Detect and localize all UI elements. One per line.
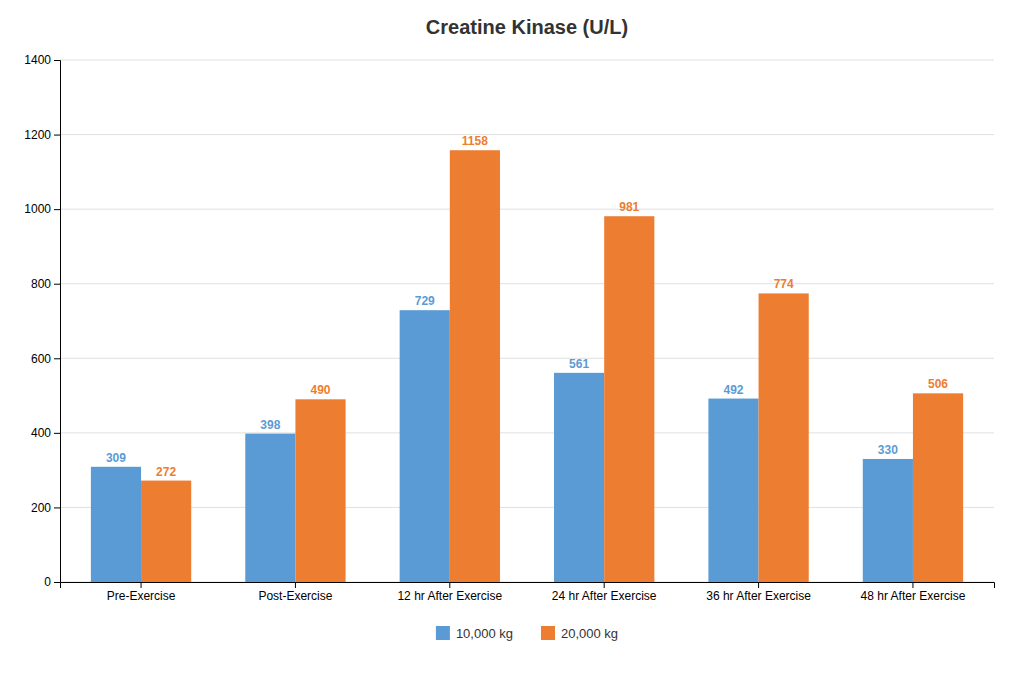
axis-line <box>61 583 995 589</box>
legend-swatch <box>436 626 450 640</box>
legend-item: 10,000 kg <box>436 626 513 641</box>
legend: 10,000 kg 20,000 kg <box>436 626 618 641</box>
tick-mark <box>449 582 450 588</box>
chart: 0 200 400 600 800 1000 1200 1400 Pre-Exercise Pos… <box>0 0 1024 682</box>
grid-line <box>60 283 994 284</box>
legend-swatch <box>541 626 555 640</box>
tick-label: 36 hr After Exercise <box>706 589 811 603</box>
tick-label: 600 <box>31 352 51 366</box>
tick-mark <box>54 433 60 434</box>
tick: 48 hr After Exercise <box>861 582 966 603</box>
tick-label: 800 <box>31 277 51 291</box>
grid-line <box>60 432 994 433</box>
tick-mark <box>54 209 60 210</box>
tick: 1400 <box>24 53 60 67</box>
tick-label: 1000 <box>24 202 51 216</box>
y-axis: 0 200 400 600 800 1000 1200 1400 <box>24 53 60 589</box>
title: Creatine Kinase (U/L) <box>426 16 628 38</box>
tick-label: 24 hr After Exercise <box>552 589 657 603</box>
data-label: 492 <box>723 383 743 397</box>
tick: Pre-Exercise <box>107 582 176 603</box>
tick: 12 hr After Exercise <box>397 582 502 603</box>
tick-mark <box>604 582 605 588</box>
data-label: 981 <box>619 200 639 214</box>
tick-mark <box>295 582 296 588</box>
grid <box>60 60 994 582</box>
tick-mark <box>912 582 913 588</box>
bar <box>450 150 500 582</box>
bar <box>863 459 913 582</box>
tick-mark <box>54 358 60 359</box>
data-label: 330 <box>878 443 898 457</box>
bar <box>604 216 654 582</box>
data-label: 506 <box>928 377 948 391</box>
data-label: 490 <box>311 383 331 397</box>
data-labels: 309 398 729 561 492 330 272 490 1158 981 774 506 <box>106 134 948 478</box>
tick: Post-Exercise <box>258 582 332 603</box>
tick: 0 <box>44 575 60 589</box>
tick-label: 400 <box>31 426 51 440</box>
data-label: 398 <box>260 418 280 432</box>
axis-line <box>54 61 61 583</box>
legend-label: 20,000 kg <box>561 626 618 641</box>
tick-mark <box>54 60 60 61</box>
data-label: 561 <box>569 357 589 371</box>
tick-label: 0 <box>44 575 51 589</box>
tick-label: Pre-Exercise <box>107 589 176 603</box>
data-label: 309 <box>106 451 126 465</box>
tick-label: 12 hr After Exercise <box>397 589 502 603</box>
data-label: 774 <box>774 277 794 291</box>
data-label: 272 <box>156 465 176 479</box>
tick: 36 hr After Exercise <box>706 582 811 603</box>
tick-label: Post-Exercise <box>258 589 332 603</box>
bar <box>759 293 809 582</box>
chart-container: 0 200 400 600 800 1000 1200 1400 Pre-Exercise Pos… <box>0 0 1024 682</box>
tick: 200 <box>31 501 60 515</box>
tick-mark <box>141 582 142 588</box>
tick-mark <box>54 284 60 285</box>
tick: 800 <box>31 277 60 291</box>
bar <box>708 399 758 582</box>
grid-line <box>60 358 994 359</box>
tick-mark <box>54 582 60 583</box>
data-label: 729 <box>415 294 435 308</box>
bar <box>91 467 141 582</box>
tick-mark <box>54 507 60 508</box>
tick-label: 1200 <box>24 128 51 142</box>
tick-mark <box>758 582 759 588</box>
grid-line <box>60 507 994 508</box>
grid-line <box>60 60 994 61</box>
bar <box>913 393 963 582</box>
legend-item: 20,000 kg <box>541 626 618 641</box>
bar <box>400 310 450 582</box>
legend-label: 10,000 kg <box>456 626 513 641</box>
bar <box>245 434 295 582</box>
tick: 1200 <box>24 128 60 142</box>
tick: 1000 <box>24 202 60 216</box>
tick: 400 <box>31 426 60 440</box>
tick-label: 48 hr After Exercise <box>861 589 966 603</box>
tick: 600 <box>31 352 60 366</box>
tick-mark <box>54 135 60 136</box>
tick: 24 hr After Exercise <box>552 582 657 603</box>
bar <box>141 481 191 582</box>
tick-label: 1400 <box>24 53 51 67</box>
grid-line <box>60 209 994 210</box>
x-axis: Pre-Exercise Post-Exercise 12 hr After Exe… <box>61 582 995 603</box>
bar <box>295 399 345 582</box>
grid-line <box>60 134 994 135</box>
tick-label: 200 <box>31 501 51 515</box>
bar-series <box>141 150 963 582</box>
bars <box>91 150 963 582</box>
data-label: 1158 <box>462 134 488 148</box>
bar <box>554 373 604 582</box>
